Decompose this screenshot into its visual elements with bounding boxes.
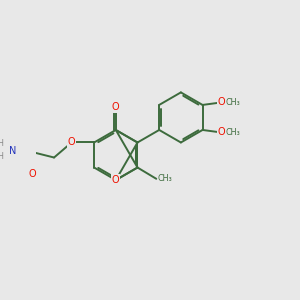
Text: CH₃: CH₃: [225, 98, 240, 107]
Text: O: O: [29, 169, 37, 179]
Text: O: O: [218, 98, 225, 107]
Text: O: O: [112, 102, 120, 112]
Text: O: O: [218, 128, 225, 137]
Text: N: N: [9, 146, 16, 156]
Text: O: O: [112, 175, 120, 185]
Text: CH₃: CH₃: [158, 174, 172, 183]
Text: H: H: [0, 152, 3, 161]
Text: CH₃: CH₃: [225, 128, 240, 137]
Text: H: H: [0, 139, 3, 148]
Text: O: O: [68, 137, 75, 148]
